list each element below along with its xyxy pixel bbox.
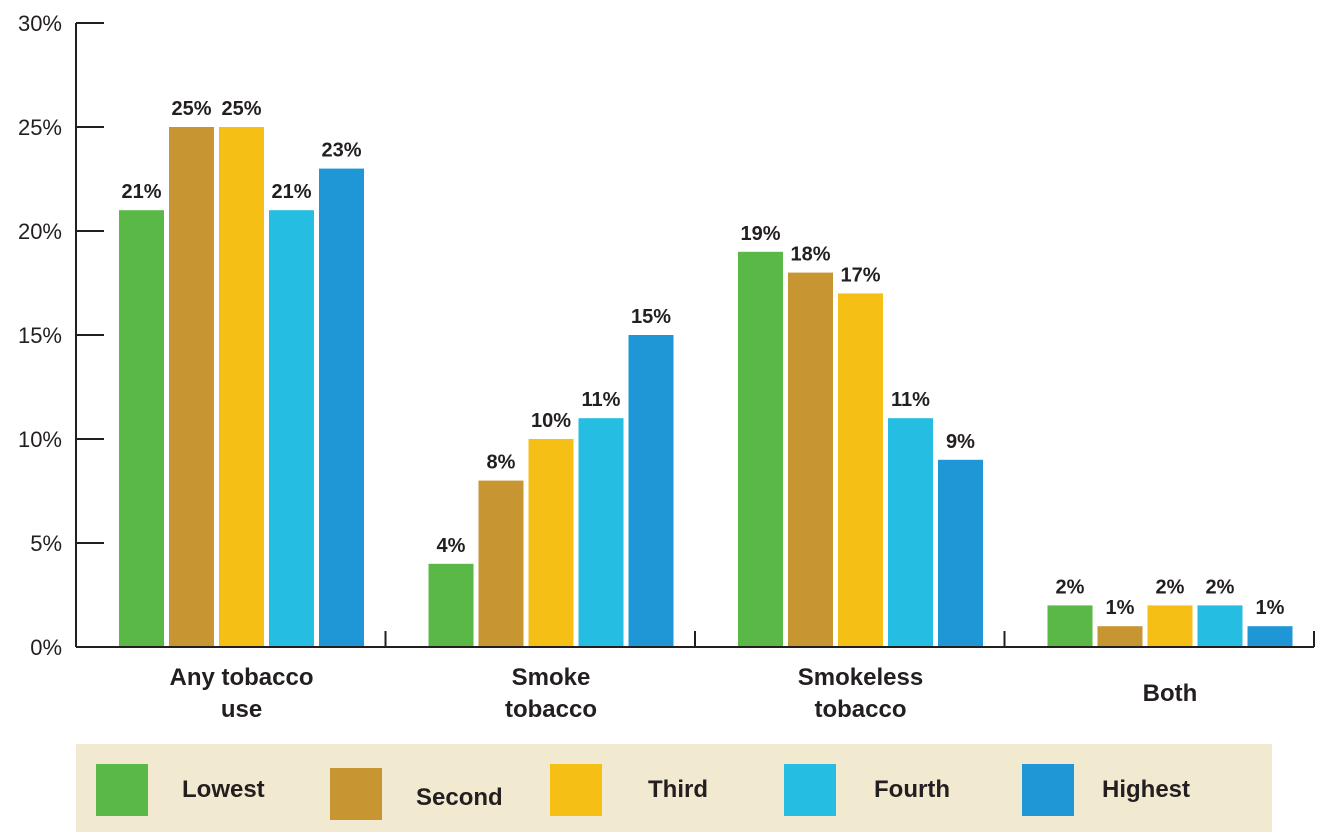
category-label: Smokeless tobacco xyxy=(798,664,923,723)
value-label: 8% xyxy=(487,452,516,474)
bar-highest-3 xyxy=(1247,626,1293,647)
bars xyxy=(119,127,1293,648)
y-tick-label: 20% xyxy=(18,219,62,244)
bar-highest-2 xyxy=(938,459,983,647)
category-label: Any tobacco use xyxy=(169,664,313,723)
legend-item-fourth: Fourth xyxy=(784,764,950,816)
y-tick-label: 5% xyxy=(30,531,62,556)
bar-highest-1 xyxy=(628,335,674,647)
bar-lowest-0 xyxy=(119,210,164,647)
legend: Lowest Second Third Fourth Highest xyxy=(76,744,1272,832)
legend-item-lowest: Lowest xyxy=(96,764,265,816)
bar-third-2 xyxy=(838,293,883,647)
legend-label-fourth: Fourth xyxy=(874,776,950,803)
y-tick-label: 30% xyxy=(18,11,62,36)
value-label: 10% xyxy=(531,410,571,432)
value-label: 17% xyxy=(840,264,880,286)
legend-item-highest: Highest xyxy=(1022,764,1190,816)
category-label: Both xyxy=(1143,680,1198,707)
value-label: 1% xyxy=(1256,597,1285,619)
y-axis: 0% 5% 10% 15% 20% 25% 30% xyxy=(18,11,104,660)
value-label: 11% xyxy=(582,389,621,411)
bar-highest-0 xyxy=(319,168,364,647)
bar-second-0 xyxy=(169,127,214,647)
value-label: 4% xyxy=(437,535,466,557)
bar-fourth-0 xyxy=(269,210,314,647)
category-label: Smoke tobacco xyxy=(505,664,597,723)
value-label: 15% xyxy=(631,306,671,328)
legend-item-second: Second xyxy=(330,768,503,820)
legend-swatch-second xyxy=(330,768,382,820)
legend-label-lowest: Lowest xyxy=(182,776,265,803)
bar-second-1 xyxy=(478,480,524,647)
bar-fourth-1 xyxy=(578,418,624,647)
bar-third-1 xyxy=(528,439,574,647)
legend-label-third: Third xyxy=(648,776,708,803)
legend-swatch-fourth xyxy=(784,764,836,816)
bar-fourth-3 xyxy=(1197,605,1243,647)
x-axis: Any tobacco use Smoke tobacco Smokeless tobac… xyxy=(76,631,1315,723)
legend-item-third: Third xyxy=(550,764,708,816)
value-label: 2% xyxy=(1206,576,1235,598)
value-label: 25% xyxy=(171,98,211,120)
value-label: 23% xyxy=(321,140,361,162)
y-tick-label: 0% xyxy=(30,635,62,660)
y-tick-label: 10% xyxy=(18,427,62,452)
bar-lowest-2 xyxy=(738,251,783,648)
bar-second-2 xyxy=(788,272,833,647)
value-label: 21% xyxy=(271,181,311,203)
bar-second-3 xyxy=(1097,626,1143,647)
legend-swatch-lowest xyxy=(96,764,148,816)
value-label: 21% xyxy=(121,181,161,203)
legend-label-highest: Highest xyxy=(1102,776,1191,803)
value-labels: 21% 4% 19% 2% 25% 8% 18% 1% 25% 10% 17% 2% 21% 11% 11%… xyxy=(121,98,1284,619)
value-label: 2% xyxy=(1156,576,1185,598)
bar-lowest-1 xyxy=(428,563,474,647)
value-label: 18% xyxy=(790,244,830,266)
value-label: 11% xyxy=(891,389,930,411)
legend-swatch-highest xyxy=(1022,764,1074,816)
bar-third-0 xyxy=(219,127,264,647)
value-label: 1% xyxy=(1106,597,1135,619)
bar-fourth-2 xyxy=(888,418,933,647)
y-tick-label: 25% xyxy=(18,115,62,140)
legend-label-second: Second xyxy=(416,784,503,811)
bar-third-3 xyxy=(1147,605,1193,647)
value-label: 2% xyxy=(1056,576,1085,598)
legend-swatch-third xyxy=(550,764,602,816)
value-label: 25% xyxy=(221,98,261,120)
value-label: 9% xyxy=(946,431,975,453)
value-label: 19% xyxy=(740,223,780,245)
y-tick-label: 15% xyxy=(18,323,62,348)
bar-chart: 0% 5% 10% 15% 20% 25% 30% 21% 4% 19% 2% 25% 8% 18% 1%… xyxy=(18,11,1315,723)
bar-lowest-3 xyxy=(1047,605,1093,647)
